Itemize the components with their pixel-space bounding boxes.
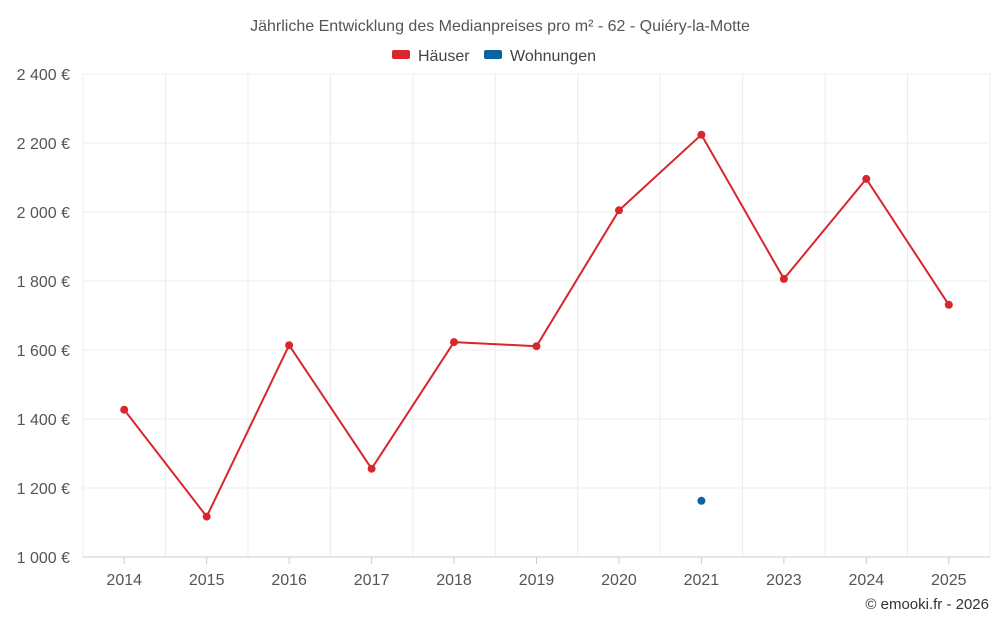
data-point-houses[interactable] <box>615 206 623 215</box>
x-tick-label: 2025 <box>931 572 967 589</box>
y-tick-label: 1 800 € <box>17 274 70 291</box>
legend-swatch-houses <box>392 50 410 59</box>
x-tick-label: 2014 <box>106 572 142 589</box>
legend-item-houses[interactable]: Häuser <box>392 48 470 65</box>
data-point-houses[interactable] <box>367 464 376 473</box>
data-point-houses[interactable] <box>202 512 211 521</box>
data-point-houses[interactable] <box>450 338 458 347</box>
x-tick-label: 2018 <box>436 572 472 589</box>
data-point-houses[interactable] <box>779 274 788 283</box>
y-tick-label: 2 000 € <box>17 205 70 222</box>
data-point-houses[interactable] <box>862 174 871 183</box>
x-tick-label: 2017 <box>354 572 390 589</box>
y-tick-label: 1 200 € <box>17 481 70 498</box>
data-point-houses[interactable] <box>120 405 129 414</box>
y-axis: 1 000 € 1 200 € 1 400 € 1 600 € 1 800 € 2 000… <box>17 67 70 567</box>
data-point-apartments[interactable] <box>697 496 706 505</box>
data-point-houses[interactable] <box>944 300 953 309</box>
x-tick-label: 2020 <box>601 572 637 589</box>
legend-label-houses: Häuser <box>418 48 470 65</box>
legend-label-apartments: Wohnungen <box>510 48 596 65</box>
y-tick-label: 1 600 € <box>17 343 70 360</box>
series <box>120 130 953 521</box>
data-point-houses[interactable] <box>697 130 706 139</box>
data-point-houses[interactable] <box>532 342 541 351</box>
x-tick-label: 2021 <box>684 572 720 589</box>
chart-title: Jährliche Entwicklung des Medianpreises … <box>250 18 750 35</box>
x-tick-label: 2015 <box>189 572 225 589</box>
grid <box>82 73 991 557</box>
legend: Häuser Wohnungen <box>392 48 596 65</box>
legend-swatch-apartments <box>484 50 502 59</box>
data-point-houses[interactable] <box>285 341 294 350</box>
y-tick-label: 1 000 € <box>17 550 70 567</box>
x-tick-label: 2019 <box>519 572 555 589</box>
y-tick-label: 1 400 € <box>17 412 70 429</box>
x-tick-label: 2016 <box>271 572 307 589</box>
x-tick-label: 2024 <box>849 572 885 589</box>
y-tick-label: 2 400 € <box>17 67 70 84</box>
legend-item-apartments[interactable]: Wohnungen <box>484 48 596 65</box>
x-tick-label: 2023 <box>766 572 802 589</box>
x-axis: 2014 2015 2016 2017 2018 2019 2020 2021 2023 2024… <box>83 556 990 589</box>
y-tick-label: 2 200 € <box>17 136 70 153</box>
credit: © emooki.fr - 2026 <box>865 596 989 613</box>
